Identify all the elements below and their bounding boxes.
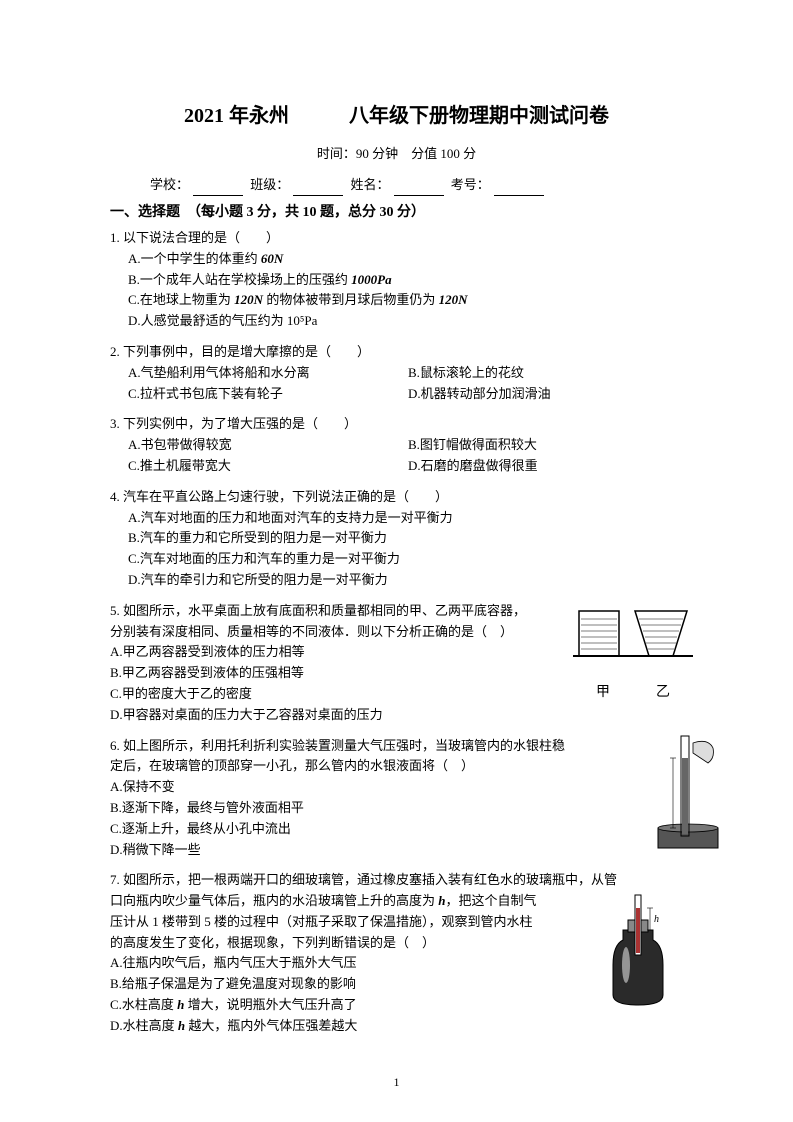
q5-label-jia: 甲: [596, 682, 610, 704]
q5-option-c: C.甲的密度大于乙的密度: [110, 684, 550, 705]
student-info-line: 学校： 班级： 姓名： 考号：: [110, 175, 683, 196]
q4-option-b: B.汽车的重力和它所受到的阻力是一对平衡力: [110, 528, 683, 549]
q1-c-mid: 的物体被带到月球后物重仍为: [263, 292, 439, 307]
q6-option-b: B.逐渐下降，最终与管外液面相平: [110, 798, 600, 819]
q1-b-pre: B.一个成年人站在学校操场上的压强约: [128, 272, 351, 287]
q1-a-val: 60N: [261, 251, 283, 266]
exam-subtitle: 时间：90 分钟 分值 100 分: [110, 144, 683, 165]
q1-stem: 1. 以下说法合理的是（ ）: [110, 228, 683, 249]
q1-b-val: 1000Pa: [351, 272, 391, 287]
q3-option-b: B.图钉帽做得面积较大: [408, 435, 683, 456]
q4-stem: 4. 汽车在平直公路上匀速行驶，下列说法正确的是（ ）: [110, 487, 683, 508]
q5-option-d: D.甲容器对桌面的压力大于乙容器对桌面的压力: [110, 705, 550, 726]
q6-figure-barometer: [653, 728, 728, 858]
q5-stem2: 分别装有深度相同、质量相等的不同液体．则以下分析正确的是（ ）: [110, 622, 550, 643]
blank-class: [293, 182, 343, 196]
q1-c-pre: C.在地球上物重为: [128, 292, 234, 307]
q3-stem: 3. 下列实例中，为了增大压强的是（ ）: [110, 414, 683, 435]
q3-option-c: C.推土机履带宽大: [128, 456, 408, 477]
question-4: 4. 汽车在平直公路上匀速行驶，下列说法正确的是（ ） A.汽车对地面的压力和地…: [110, 487, 683, 591]
q5-figure-containers: 甲 乙: [573, 601, 693, 681]
q7-d-post: 越大，瓶内外气体压强差越大: [185, 1018, 357, 1033]
q2-option-c: C.拉杆式书包底下装有轮子: [128, 384, 408, 405]
q6-option-a: A.保持不变: [110, 777, 600, 798]
q6-stem2: 定后，在玻璃管的顶部穿一小孔，那么管内的水银液面将（ ）: [110, 756, 600, 777]
q1-option-d: D.人感觉最舒适的气压约为 10⁵Pa: [110, 311, 683, 332]
q7-option-b: B.给瓶子保温是为了避免温度对现象的影响: [110, 974, 590, 995]
q7-s2-post: ，把这个自制气: [446, 893, 537, 908]
q7-option-a: A.往瓶内吹气后，瓶内气压大于瓶外大气压: [110, 953, 590, 974]
q1-option-a: A.一个中学生的体重约 60N: [110, 249, 683, 270]
q7-option-d: D.水柱高度 h 越大，瓶内外气体压强差越大: [110, 1016, 590, 1037]
question-7: 7. 如图所示，把一根两端开口的细玻璃管，通过橡皮塞插入装有红色水的玻璃瓶中，从…: [110, 870, 683, 1036]
q5-label-yi: 乙: [656, 682, 670, 704]
q7-c-pre: C.水柱高度: [110, 997, 177, 1012]
q7-stem2: 口向瓶内吹少量气体后，瓶内的水沿玻璃管上升的高度为 h，把这个自制气: [110, 891, 590, 912]
q2-option-b: B.鼠标滚轮上的花纹: [408, 363, 683, 384]
question-1: 1. 以下说法合理的是（ ） A.一个中学生的体重约 60N B.一个成年人站在…: [110, 228, 683, 332]
q7-stem3: 压计从 1 楼带到 5 楼的过程中（对瓶子采取了保温措施），观察到管内水柱: [110, 912, 590, 933]
q4-option-c: C.汽车对地面的压力和汽车的重力是一对平衡力: [110, 549, 683, 570]
q5-option-a: A.甲乙两容器受到液体的压力相等: [110, 642, 550, 663]
blank-school: [193, 182, 243, 196]
q4-option-a: A.汽车对地面的压力和地面对汽车的支持力是一对平衡力: [110, 508, 683, 529]
q7-d-pre: D.水柱高度: [110, 1018, 178, 1033]
q4-option-d: D.汽车的牵引力和它所受的阻力是一对平衡力: [110, 570, 683, 591]
section-1-header: 一、选择题 （每小题 3 分，共 10 题，总分 30 分）: [110, 202, 683, 224]
blank-id: [494, 182, 544, 196]
label-school: 学校：: [150, 177, 189, 192]
svg-text:h: h: [654, 914, 659, 925]
q7-option-c: C.水柱高度 h 增大，说明瓶外大气压升高了: [110, 995, 590, 1016]
q5-stem1: 5. 如图所示，水平桌面上放有底面积和质量都相同的甲、乙两平底容器，: [110, 601, 550, 622]
q2-option-d: D.机器转动部分加润滑油: [408, 384, 683, 405]
blank-name: [394, 182, 444, 196]
q7-figure-bottle: h: [598, 890, 678, 1010]
question-3: 3. 下列实例中，为了增大压强的是（ ） A.书包带做得较宽 B.图钉帽做得面积…: [110, 414, 683, 476]
question-2: 2. 下列事例中，目的是增大摩擦的是（ ） A.气垫船利用气体将船和水分离 B.…: [110, 342, 683, 404]
q5-option-b: B.甲乙两容器受到液体的压强相等: [110, 663, 550, 684]
q2-option-a: A.气垫船利用气体将船和水分离: [128, 363, 408, 384]
question-6: 6. 如上图所示，利用托利折利实验装置测量大气压强时，当玻璃管内的水银柱稳 定后…: [110, 736, 683, 861]
q1-option-b: B.一个成年人站在学校操场上的压强约 1000Pa: [110, 270, 683, 291]
q6-stem1: 6. 如上图所示，利用托利折利实验装置测量大气压强时，当玻璃管内的水银柱稳: [110, 736, 600, 757]
q1-a-pre: A.一个中学生的体重约: [128, 251, 261, 266]
q7-s2-h: h: [438, 893, 445, 908]
label-class: 班级：: [250, 177, 289, 192]
q1-option-c: C.在地球上物重为 120N 的物体被带到月球后物重仍为 120N: [110, 290, 683, 311]
exam-title: 2021 年永州 八年级下册物理期中测试问卷: [110, 100, 683, 132]
q3-option-a: A.书包带做得较宽: [128, 435, 408, 456]
q3-option-d: D.石磨的磨盘做得很重: [408, 456, 683, 477]
q6-option-d: D.稍微下降一些: [110, 840, 600, 861]
q7-s2-pre: 口向瓶内吹少量气体后，瓶内的水沿玻璃管上升的高度为: [110, 893, 438, 908]
q7-stem4: 的高度发生了变化，根据现象，下列判断错误的是（ ）: [110, 933, 590, 954]
label-name: 姓名：: [351, 177, 390, 192]
q2-stem: 2. 下列事例中，目的是增大摩擦的是（ ）: [110, 342, 683, 363]
page-number: 1: [0, 1073, 793, 1092]
q1-c-v2: 120N: [439, 292, 468, 307]
label-id: 考号：: [451, 177, 490, 192]
q7-c-post: 增大，说明瓶外大气压升高了: [184, 997, 356, 1012]
q7-stem1: 7. 如图所示，把一根两端开口的细玻璃管，通过橡皮塞插入装有红色水的玻璃瓶中，从…: [110, 870, 683, 891]
question-5: 5. 如图所示，水平桌面上放有底面积和质量都相同的甲、乙两平底容器， 分别装有深…: [110, 601, 683, 726]
q1-c-v1: 120N: [234, 292, 263, 307]
q6-option-c: C.逐渐上升，最终从小孔中流出: [110, 819, 600, 840]
